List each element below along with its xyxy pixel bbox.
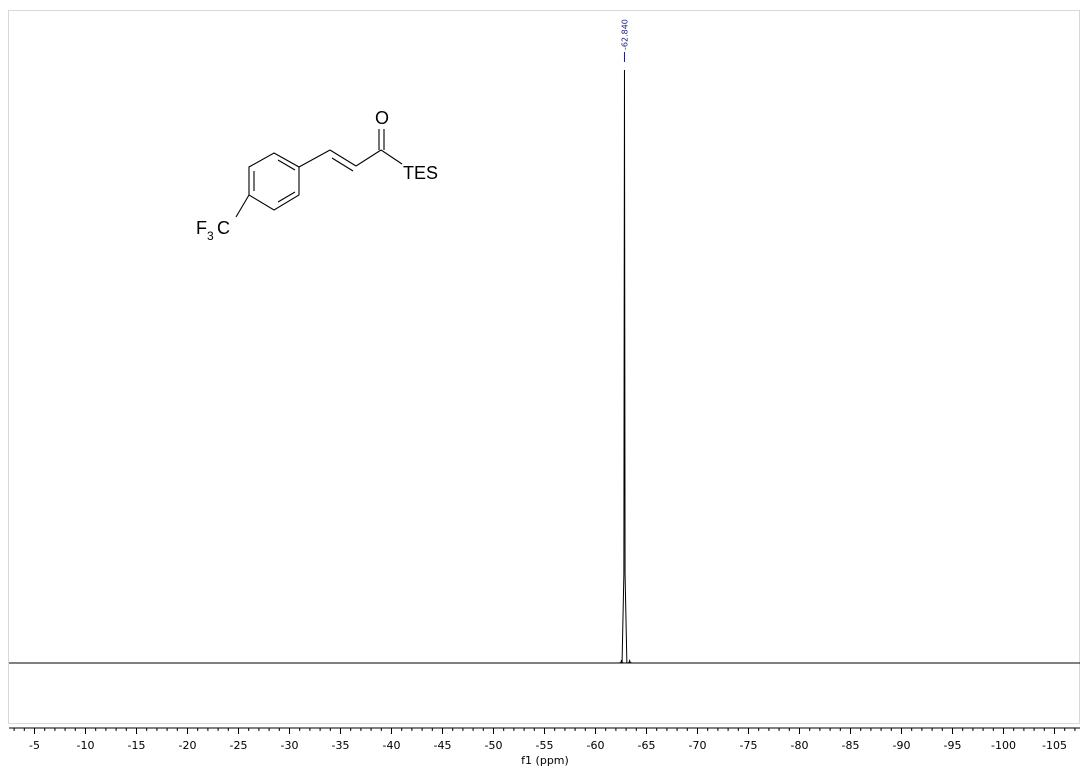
x-tick-label: -20 xyxy=(179,739,197,752)
x-tick-label: -90 xyxy=(893,739,911,752)
x-tick-label: -10 xyxy=(77,739,95,752)
oxygen-label: O xyxy=(375,108,389,128)
x-tick-label: -75 xyxy=(740,739,758,752)
spectrum-peak xyxy=(627,658,633,664)
x-tick-label: -95 xyxy=(944,739,962,752)
x-tick-label: -105 xyxy=(1042,739,1067,752)
x-tick-label: -5 xyxy=(29,739,40,752)
cf3-f-label: F xyxy=(196,218,207,238)
ring-double-bond xyxy=(277,159,296,171)
x-tick-label: -65 xyxy=(638,739,656,752)
x-tick-label: -70 xyxy=(689,739,707,752)
chemical-structure xyxy=(235,129,403,218)
x-tick-label: -35 xyxy=(332,739,350,752)
spectrum-peak xyxy=(618,659,625,664)
spectrum-peaks xyxy=(618,69,633,664)
peak-label: -62.840 xyxy=(620,19,629,50)
x-tick-label: -25 xyxy=(230,739,248,752)
plot-frame xyxy=(8,10,1080,724)
x-tick-label: -55 xyxy=(536,739,554,752)
x-tick-label: -15 xyxy=(128,739,146,752)
x-tick-label: -40 xyxy=(383,739,401,752)
x-tick-label: -60 xyxy=(587,739,605,752)
x-axis-minor-ticks xyxy=(13,728,1076,731)
x-axis-title: f1 (ppm) xyxy=(521,754,569,767)
x-tick-label: -85 xyxy=(842,739,860,752)
tes-label: TES xyxy=(403,163,438,183)
peak-labels: -62.840 xyxy=(620,19,629,62)
benzene-ring xyxy=(248,152,300,211)
ring-double-bond xyxy=(277,191,296,203)
x-axis-major-ticks xyxy=(34,728,1055,734)
x-tick-label: -50 xyxy=(485,739,503,752)
x-tick-label: -45 xyxy=(434,739,452,752)
cf3-bond xyxy=(235,194,250,218)
alkene-bond xyxy=(329,149,357,167)
x-axis-tick-labels: -5 -10 -15 -20 -25 -30 -35 -40 -45 -50 -55 -60 -65 -7… xyxy=(29,739,1067,752)
spectrum-peak xyxy=(621,69,628,664)
silyl-bond xyxy=(380,149,403,165)
alkene-second-bond xyxy=(331,157,354,172)
cf3-subscript: 3 xyxy=(207,229,214,243)
cf3-c-label: C xyxy=(217,218,230,238)
x-tick-label: -80 xyxy=(791,739,809,752)
x-tick-label: -100 xyxy=(991,739,1016,752)
x-tick-label: -30 xyxy=(281,739,299,752)
carbonyl-carbon-bond xyxy=(355,149,382,167)
vinyl-bond xyxy=(298,149,331,168)
